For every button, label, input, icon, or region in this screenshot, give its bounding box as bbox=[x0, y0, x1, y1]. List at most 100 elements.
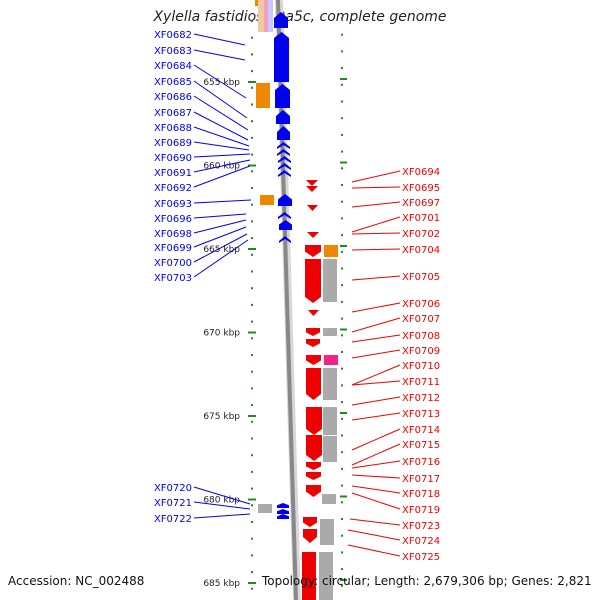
gene-forward-arrow bbox=[274, 12, 288, 28]
gene-label-right: XF0704 bbox=[402, 245, 440, 256]
label-leader-line bbox=[193, 501, 251, 510]
topology-text: Topology: circular; Length: 2,679,306 bp… bbox=[262, 574, 592, 588]
label-leaders bbox=[193, 33, 401, 557]
label-leader-line bbox=[193, 95, 249, 131]
feature-box-pink bbox=[264, 0, 269, 32]
gene-label-left: XF0690 bbox=[154, 153, 192, 164]
gene-forward-arrow bbox=[277, 514, 289, 519]
minor-tick-left bbox=[251, 237, 253, 240]
feature-box-gray bbox=[322, 494, 336, 504]
gene-label-right: XF0697 bbox=[402, 198, 440, 209]
minor-tick-left bbox=[251, 136, 253, 139]
gene-small-reverse bbox=[308, 310, 319, 316]
gene-label-left: XF0721 bbox=[154, 498, 192, 509]
minor-tick-right bbox=[341, 17, 343, 19]
minor-tick-right bbox=[341, 284, 343, 287]
feature-box-gray bbox=[323, 436, 337, 462]
label-leader-line bbox=[351, 485, 401, 494]
gene-label-left: XF0688 bbox=[154, 123, 192, 134]
gene-label-left: XF0693 bbox=[154, 199, 192, 210]
gene-small-forward bbox=[278, 212, 291, 219]
gene-reverse-arrow bbox=[306, 328, 320, 336]
minor-tick-right bbox=[341, 518, 343, 520]
scale-tick-label: 665 kbp bbox=[203, 245, 240, 255]
label-leader-line bbox=[351, 443, 401, 466]
minor-tick-left bbox=[251, 220, 253, 223]
minor-tick-left bbox=[251, 36, 253, 39]
minor-tick-right bbox=[341, 568, 343, 571]
label-leader-line bbox=[193, 126, 250, 147]
feature-box-orange bbox=[260, 195, 274, 205]
gene-forward-arrow bbox=[274, 32, 289, 82]
label-leader-line bbox=[193, 219, 247, 234]
feature-box-gray bbox=[323, 368, 337, 400]
gene-small-forward bbox=[279, 236, 291, 243]
gene-forward-arrow bbox=[275, 84, 290, 108]
label-leader-line bbox=[193, 226, 247, 248]
gene-label-left: XF0685 bbox=[154, 77, 192, 88]
gene-reverse-arrow bbox=[306, 485, 321, 497]
minor-tick-left bbox=[251, 337, 253, 340]
gene-label-left: XF0720 bbox=[154, 483, 192, 494]
gene-label-left: XF0692 bbox=[154, 183, 192, 194]
gene-small-forward bbox=[277, 142, 290, 149]
minor-tick-right bbox=[341, 551, 343, 554]
minor-tick-right bbox=[341, 417, 343, 420]
feature-box-gray bbox=[323, 328, 337, 336]
minor-tick-left bbox=[251, 370, 253, 373]
minor-tick-left bbox=[251, 270, 253, 273]
gene-label-right: XF0694 bbox=[402, 167, 440, 178]
minor-tick-left bbox=[251, 537, 253, 540]
gene-label-right: XF0709 bbox=[402, 346, 440, 357]
gene-forward-arrow bbox=[277, 126, 290, 140]
feature-box-peach bbox=[258, 0, 264, 32]
gene-label-left: XF0683 bbox=[154, 46, 192, 57]
minor-tick-left bbox=[251, 404, 253, 407]
gene-reverse-arrow bbox=[306, 355, 321, 365]
minor-tick-left bbox=[251, 437, 253, 440]
minor-tick-left bbox=[251, 420, 253, 423]
minor-tick-right bbox=[341, 401, 343, 404]
gene-reverse-arrow bbox=[306, 339, 320, 347]
minor-tick-right bbox=[341, 484, 343, 487]
minor-tick-left bbox=[251, 120, 253, 123]
gene-reverse-arrow bbox=[306, 435, 322, 461]
gene-label-left: XF0686 bbox=[154, 92, 192, 103]
gene-label-right: XF0723 bbox=[402, 521, 440, 532]
feature-box-orange bbox=[256, 83, 270, 108]
label-leader-line bbox=[351, 474, 401, 479]
accession-text: Accession: NC_002488 bbox=[8, 574, 145, 588]
minor-tick-right bbox=[341, 117, 343, 120]
gene-small-forward bbox=[278, 170, 291, 177]
minor-tick-left bbox=[251, 203, 253, 206]
gene-label-left: XF0691 bbox=[154, 168, 192, 179]
minor-tick-left bbox=[251, 303, 253, 306]
gene-reverse-arrow bbox=[303, 517, 317, 527]
gene-label-right: XF0705 bbox=[402, 272, 440, 283]
feature-box-magenta bbox=[324, 355, 338, 365]
gene-reverse-arrow bbox=[306, 368, 321, 400]
gene-features bbox=[255, 0, 338, 600]
minor-tick-right bbox=[341, 150, 343, 153]
gene-label-left: XF0696 bbox=[154, 214, 192, 225]
label-leader-line bbox=[193, 49, 246, 61]
label-leader-line bbox=[193, 513, 251, 519]
gene-label-left: XF0684 bbox=[154, 61, 192, 72]
label-leader-line bbox=[351, 248, 401, 251]
minor-tick-right bbox=[341, 467, 343, 470]
feature-box-red bbox=[302, 552, 316, 600]
gene-label-right: XF0718 bbox=[402, 489, 440, 500]
feature-box-gray bbox=[323, 407, 337, 435]
gene-label-left: XF0682 bbox=[154, 30, 192, 41]
label-leader-line bbox=[193, 159, 251, 173]
label-leader-line bbox=[193, 486, 251, 505]
label-leader-line bbox=[351, 232, 401, 235]
gene-label-right: XF0725 bbox=[402, 552, 440, 563]
gene-small-forward bbox=[277, 149, 290, 156]
gene-forward-arrow bbox=[276, 110, 290, 124]
gene-reverse-arrow bbox=[305, 259, 321, 303]
minor-tick-left bbox=[251, 103, 253, 106]
label-leader-line bbox=[351, 186, 401, 189]
label-leader-line bbox=[193, 64, 247, 99]
